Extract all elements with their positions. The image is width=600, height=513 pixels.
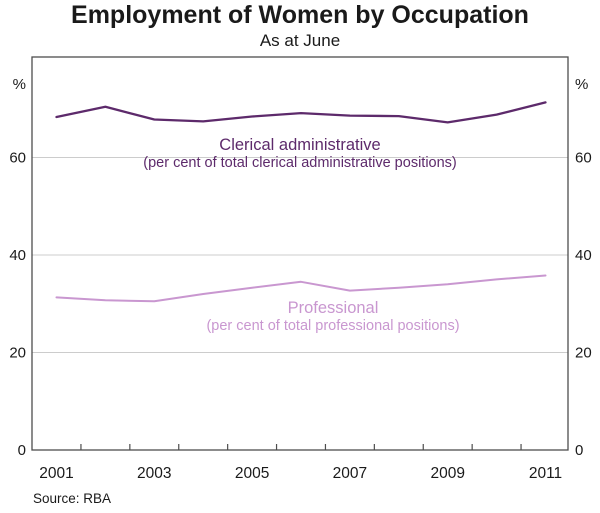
professional-series-label: Professional (per cent of total professi… <box>65 299 600 336</box>
y-axis-label-right-20: 20 <box>575 345 592 362</box>
clerical-label-line2: (per cent of total clerical administrati… <box>143 155 457 172</box>
chart-subtitle: As at June <box>259 31 341 50</box>
y-axis-unit-left: % <box>13 76 26 93</box>
y-axis-label-right-0: 0 <box>575 442 583 459</box>
x-axis-label-2001: 2001 <box>39 465 73 482</box>
x-axis-label-2005: 2005 <box>235 465 269 482</box>
clerical-series-label: Clerical administrative (per cent of tot… <box>32 136 568 173</box>
professional-label-line1: Professional <box>287 299 379 317</box>
professional-label-line2: (per cent of total professional position… <box>206 318 460 335</box>
y-axis-label-right-60: 60 <box>575 150 592 167</box>
x-axis-label-2009: 2009 <box>430 465 464 482</box>
y-axis-unit-right: % <box>575 76 588 93</box>
y-axis-label-left-60: 60 <box>9 150 26 167</box>
x-axis-label-2007: 2007 <box>333 465 367 482</box>
source-note: Source: RBA <box>33 491 112 506</box>
x-axis-label-2003: 2003 <box>137 465 171 482</box>
x-axis-label-2011: 2011 <box>529 465 562 482</box>
clerical-label-line1: Clerical administrative <box>219 136 381 154</box>
plot-frame <box>31 56 569 451</box>
chart-title: Employment of Women by Occupation <box>71 1 529 29</box>
y-axis-label-left-40: 40 <box>9 247 26 264</box>
professional-line <box>55 274 547 303</box>
y-axis-label-left-0: 0 <box>18 442 26 459</box>
clerical-line <box>55 101 547 124</box>
y-axis-label-right-40: 40 <box>575 247 592 264</box>
y-axis-label-left-20: 20 <box>9 345 26 362</box>
